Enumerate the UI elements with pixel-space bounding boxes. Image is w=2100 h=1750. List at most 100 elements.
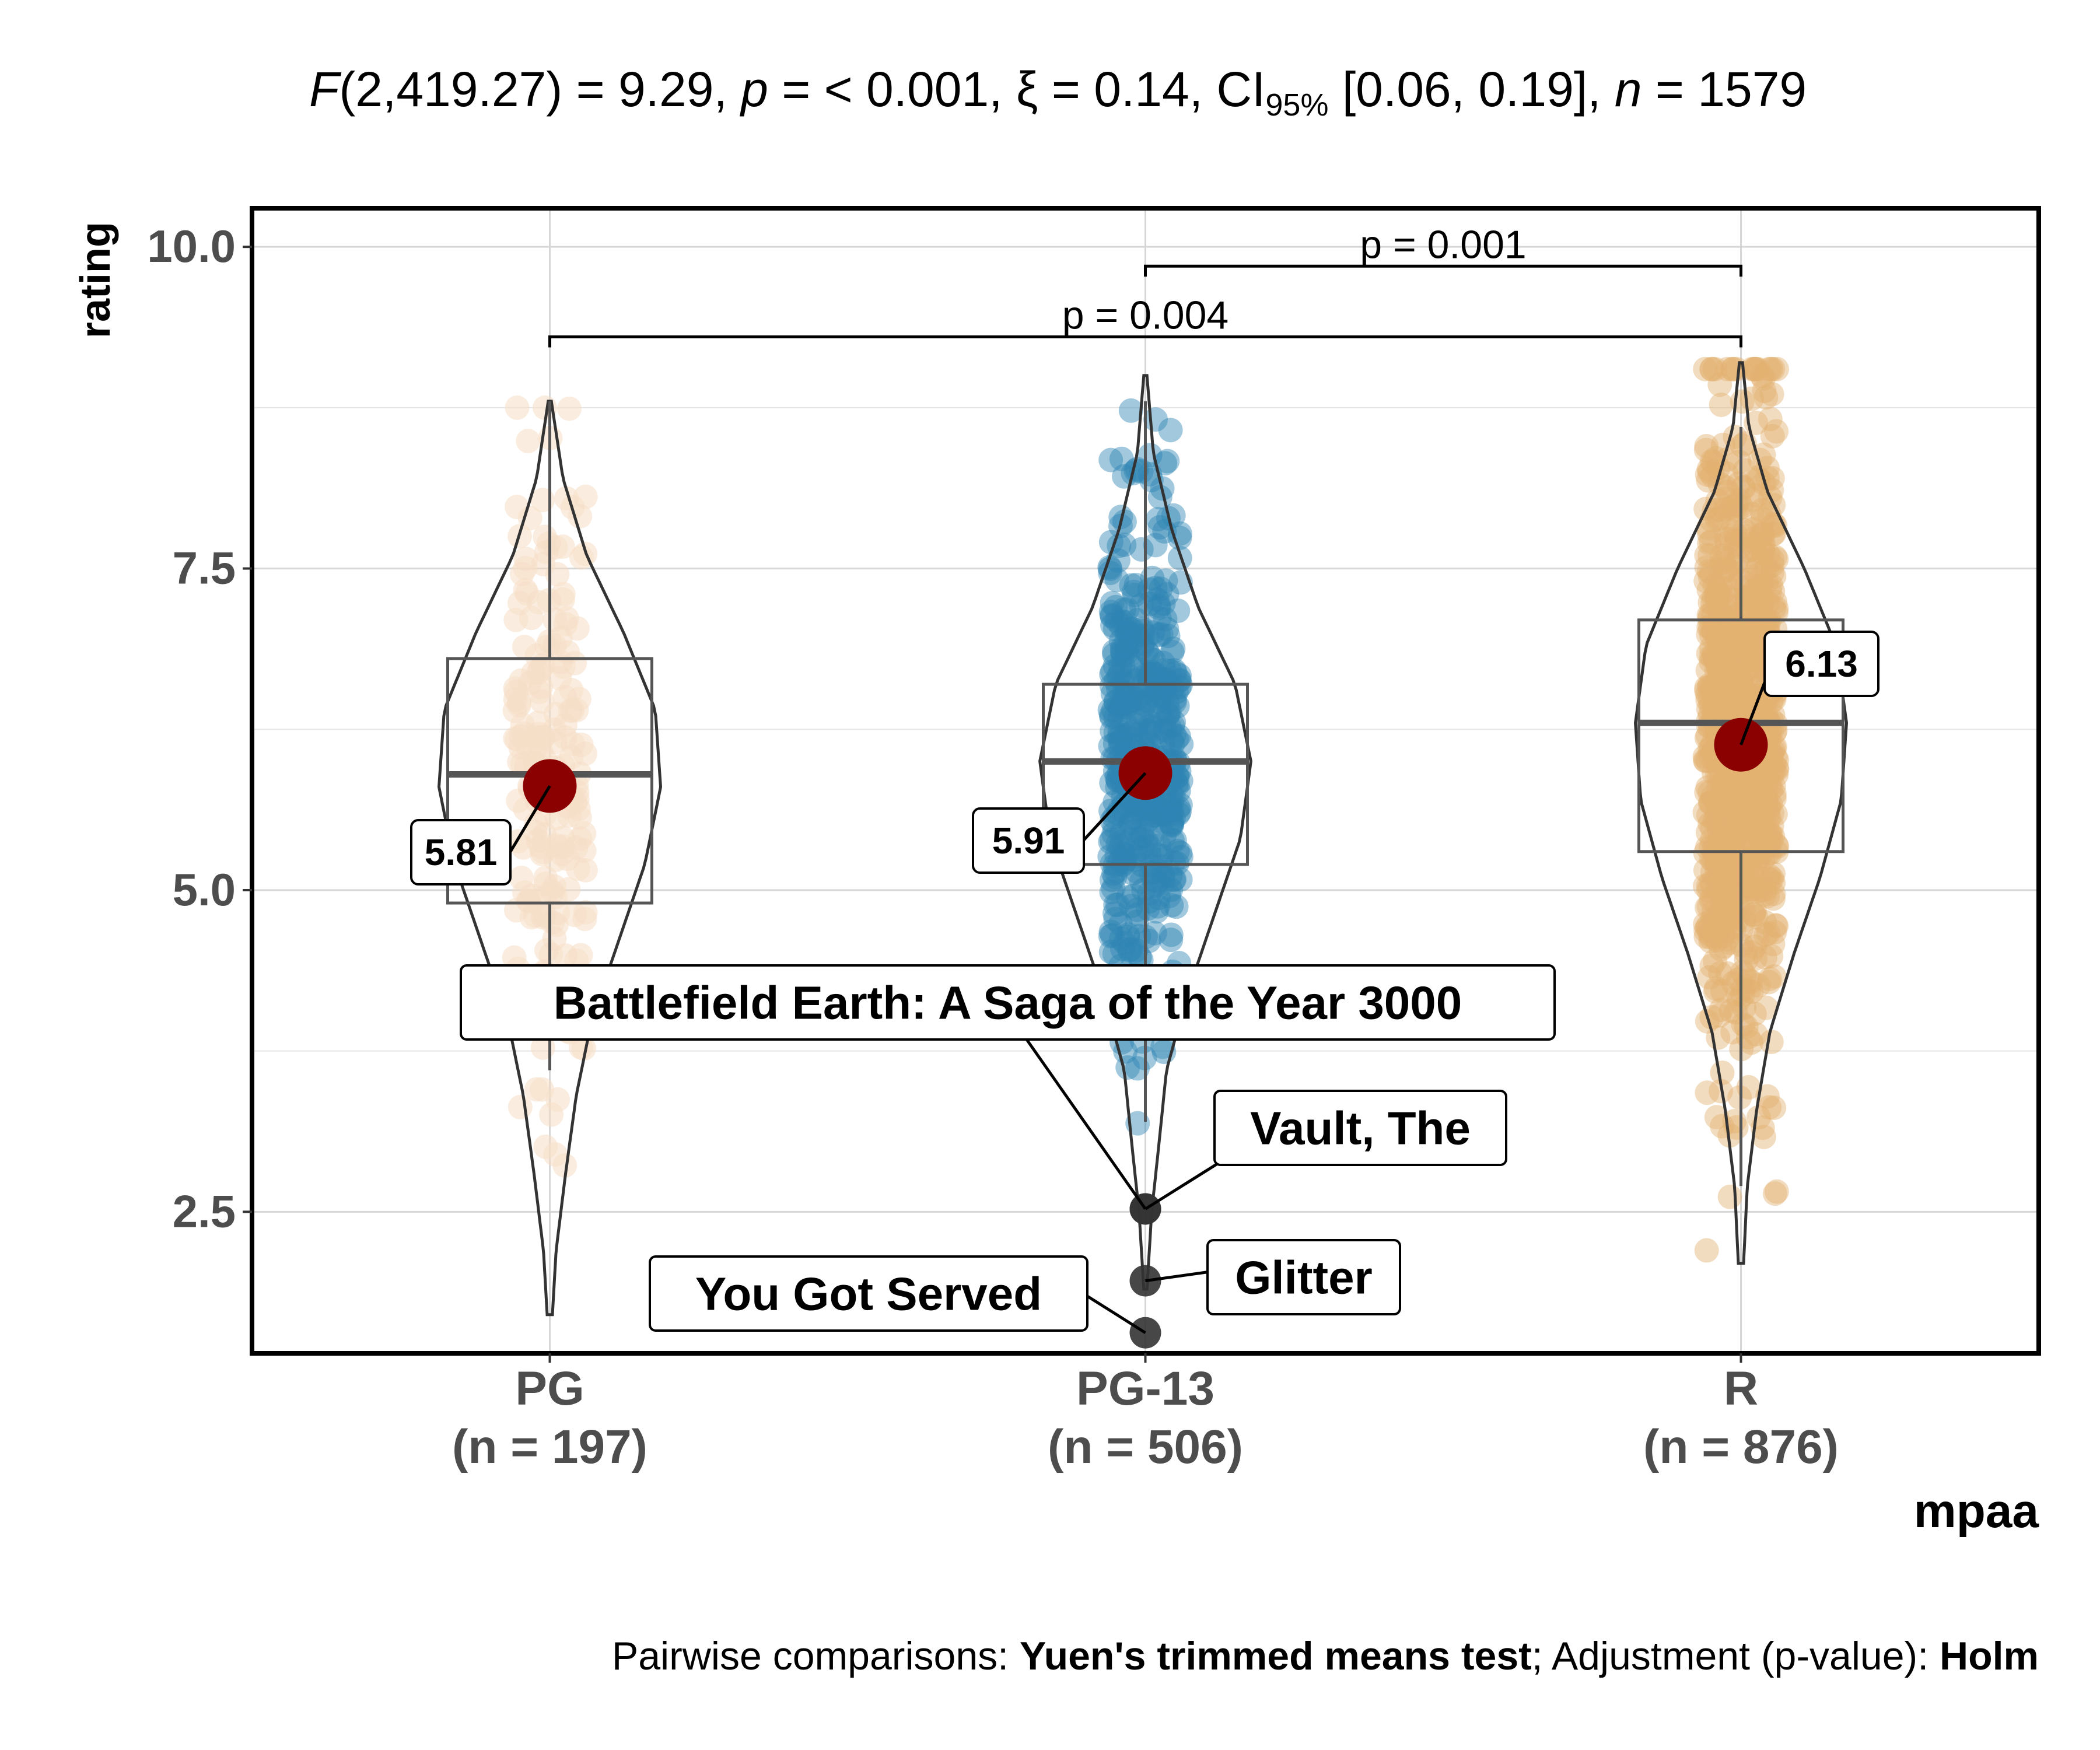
comparison-label: p = 0.001 [1360, 222, 1526, 267]
outlier-label-box [1213, 1090, 1507, 1166]
data-point [1718, 577, 1744, 602]
data-point [1703, 790, 1728, 815]
data-point [1705, 668, 1730, 694]
data-point [1724, 1115, 1749, 1140]
data-point [1145, 869, 1170, 894]
data-point [1696, 641, 1721, 666]
data-point [1732, 692, 1757, 718]
data-point [1700, 677, 1726, 702]
data-point [1733, 939, 1758, 964]
data-point [1695, 682, 1720, 708]
data-point [1754, 995, 1779, 1020]
data-point [1741, 803, 1766, 828]
data-point [1118, 617, 1143, 642]
data-point [1751, 847, 1776, 872]
data-point [1102, 789, 1128, 814]
data-point [508, 1094, 533, 1119]
data-point [1162, 686, 1187, 711]
data-point [1714, 584, 1739, 609]
data-point [545, 1087, 570, 1112]
x-tick-label: PG [515, 1362, 584, 1415]
data-point [1166, 598, 1191, 624]
data-point [1748, 767, 1773, 792]
data-point [1146, 593, 1171, 618]
data-point [1765, 747, 1790, 772]
data-point [1146, 886, 1171, 911]
data-point [1110, 691, 1135, 716]
data-point [1734, 620, 1759, 645]
data-point [1105, 892, 1130, 918]
data-point [1147, 606, 1172, 631]
data-point [1696, 622, 1721, 647]
data-point [1104, 608, 1129, 634]
data-point [1147, 485, 1172, 510]
data-point [1118, 398, 1143, 423]
data-point [1765, 757, 1790, 782]
data-point [1695, 748, 1720, 773]
data-point [1717, 697, 1742, 722]
data-point [1758, 407, 1783, 432]
data-point [1703, 687, 1728, 712]
outlier-label: Glitter [1235, 1252, 1373, 1304]
data-point [1714, 661, 1740, 686]
data-point [1732, 458, 1758, 483]
data-point [572, 821, 597, 846]
data-point [1727, 844, 1752, 869]
data-point [530, 689, 555, 714]
data-point [1706, 580, 1731, 605]
data-point [1161, 850, 1186, 875]
data-point [1152, 658, 1177, 683]
data-point [524, 643, 550, 668]
data-point [1740, 590, 1765, 615]
data-point [1760, 579, 1786, 604]
data-point [1122, 582, 1147, 607]
data-point [1155, 690, 1180, 715]
caption-prefix: Pairwise comparisons: [612, 1634, 1020, 1678]
data-point [1698, 790, 1723, 816]
data-point [1742, 775, 1768, 800]
box-pg [446, 657, 653, 905]
data-point [1746, 973, 1771, 998]
data-point [1125, 1056, 1150, 1081]
data-point [1698, 925, 1723, 950]
data-point [569, 545, 594, 570]
data-point [1754, 385, 1779, 410]
data-point [1749, 776, 1774, 802]
data-point [1754, 556, 1779, 582]
data-point [1157, 715, 1182, 740]
data-point [1696, 803, 1721, 828]
data-point [1162, 658, 1187, 683]
data-point [1739, 969, 1764, 994]
data-point [1114, 621, 1139, 646]
data-point [1110, 609, 1135, 634]
data-point [1142, 683, 1167, 708]
data-point [1163, 660, 1188, 685]
data-point [1751, 1125, 1776, 1150]
data-point [1125, 608, 1150, 633]
data-point [1727, 803, 1752, 828]
data-point [1107, 719, 1132, 744]
data-point [1693, 748, 1718, 773]
outlier-connector [1144, 1159, 1223, 1210]
data-point [1759, 1030, 1784, 1055]
data-point [1757, 863, 1782, 888]
data-point [1706, 774, 1731, 799]
data-point [1699, 636, 1724, 661]
data-point [1723, 691, 1748, 716]
data-point [1732, 995, 1757, 1020]
data-point [1695, 914, 1720, 939]
data-point [1737, 876, 1762, 901]
data-point [1763, 589, 1788, 614]
data-point [1745, 768, 1770, 793]
data-point [1158, 877, 1184, 902]
data-point [1712, 555, 1737, 580]
data-point [1741, 639, 1766, 664]
data-point [571, 1036, 596, 1061]
data-point [1709, 762, 1734, 788]
data-point [1100, 659, 1125, 684]
data-point [1707, 788, 1732, 813]
data-point [1103, 689, 1128, 714]
data-point [1161, 636, 1186, 662]
data-point [1742, 874, 1768, 900]
data-point [1704, 790, 1729, 815]
